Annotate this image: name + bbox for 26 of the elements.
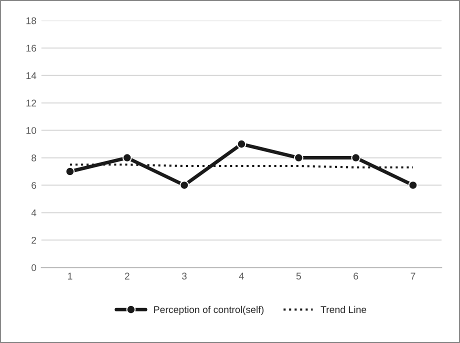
y-tick-label: 10 xyxy=(26,127,36,134)
x-tick-label: 7 xyxy=(410,272,416,280)
point xyxy=(236,139,246,149)
y-tick-label: 14 xyxy=(26,72,36,79)
x-tick-label: 1 xyxy=(68,272,72,280)
y-tick-label: 2 xyxy=(32,236,36,244)
legend-label: Trend Line xyxy=(320,306,366,314)
y-tick-label: 4 xyxy=(31,209,36,216)
legend-label: Perception of control(self) xyxy=(154,306,264,315)
point xyxy=(408,180,418,190)
y-tick-label: 12 xyxy=(26,100,36,106)
y-tick-label: 18 xyxy=(26,17,36,24)
point xyxy=(122,153,132,162)
y-tick-label: 0 xyxy=(32,264,36,272)
y-tick-label: 16 xyxy=(26,44,36,52)
point xyxy=(294,153,304,162)
y-tick-label: 8 xyxy=(32,154,36,162)
x-tick-label: 5 xyxy=(296,272,301,280)
x-tick-label: 6 xyxy=(354,272,358,280)
x-tick-label: 2 xyxy=(124,272,130,280)
point xyxy=(180,180,190,190)
y-tick-label: 6 xyxy=(32,182,36,189)
x-tick-label: 4 xyxy=(239,272,244,280)
x-tick-label: 3 xyxy=(182,272,187,280)
point xyxy=(351,153,361,162)
point xyxy=(65,166,75,176)
